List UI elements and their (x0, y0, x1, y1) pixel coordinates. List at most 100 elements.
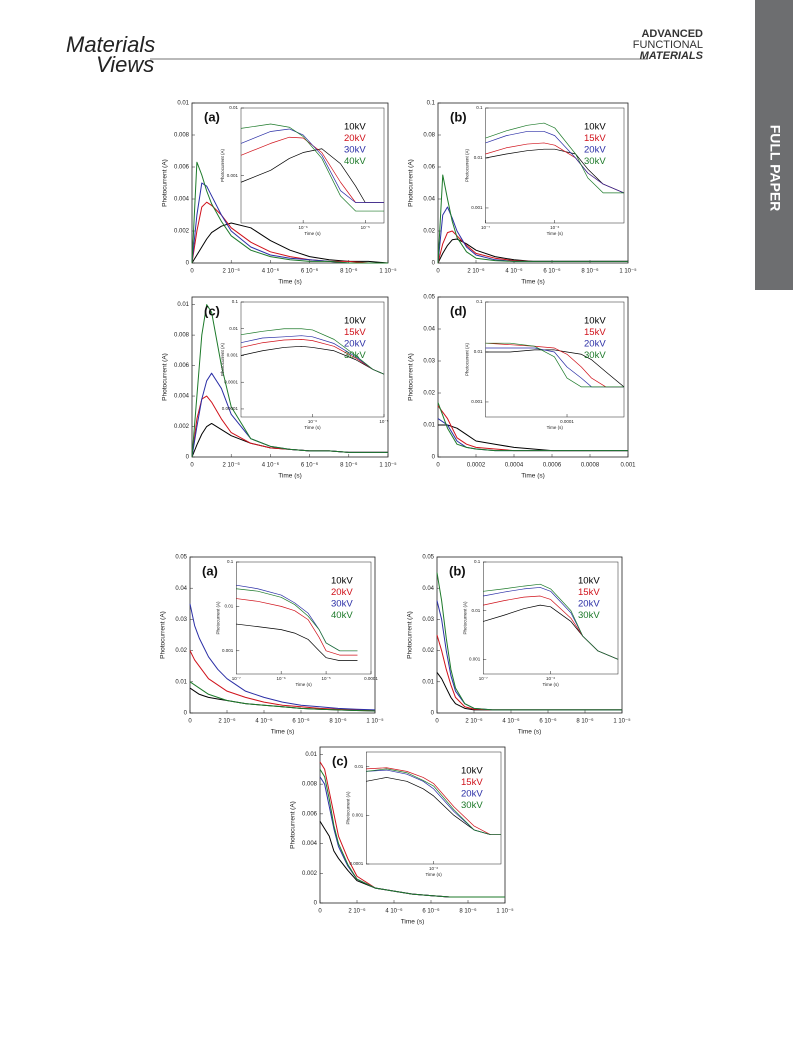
y-tick-label: 0.002 (302, 871, 318, 877)
x-axis-label: Time (s) (295, 682, 312, 687)
y-tick-label: 0.004 (174, 394, 190, 400)
x-tick-label: 0 (436, 463, 440, 469)
logo-left-2: Views (96, 52, 154, 77)
y-tick-label: 0 (186, 261, 190, 267)
x-tick-label: 0.0006 (543, 463, 562, 469)
y-tick-label: 0.04 (423, 197, 435, 203)
y-tick-label: 0.1 (227, 559, 234, 564)
y-tick-label: 0.05 (175, 555, 187, 561)
x-tick-label: 10⁻⁷ (232, 676, 241, 681)
x-tick-label: 8 10⁻⁶ (581, 268, 599, 275)
y-axis-label: Photocurrent (A) (465, 148, 470, 182)
x-axis-label: Time (s) (518, 729, 542, 736)
x-tick-label: 0 (190, 463, 194, 469)
y-tick-label: 0.1 (232, 299, 239, 304)
x-tick-label: 4 10⁻⁶ (502, 718, 520, 725)
y-tick-label: 0.01 (177, 101, 189, 107)
y-tick-label: 0.01 (224, 604, 233, 609)
y-axis-label: Photocurrent (A) (162, 159, 169, 207)
x-tick-label: 4 10⁻⁶ (262, 268, 280, 275)
logo-right-2: FUNCTIONAL (633, 39, 703, 51)
y-tick-label: 0 (184, 711, 188, 717)
y-tick-label: 0.001 (227, 173, 239, 178)
data-line (319, 769, 505, 898)
inset-line (240, 345, 385, 375)
y-axis-label: Photocurrent (A) (160, 611, 167, 659)
x-axis-label: Time (s) (521, 473, 545, 480)
logo-right-1: ADVANCED (641, 28, 703, 40)
y-tick-label: 0.01 (354, 764, 363, 769)
x-tick-label: 10⁻⁷ (479, 676, 488, 681)
side-tab (755, 0, 793, 290)
logo-right-3: MATERIALS (640, 50, 704, 62)
x-tick-label: 4 10⁻⁶ (385, 908, 403, 915)
x-tick-label: 0.0001 (364, 676, 378, 681)
legend-entry: 20kV (584, 145, 606, 156)
inset-line (240, 128, 384, 203)
x-tick-label: 0.0008 (581, 463, 600, 469)
panel-label: (a) (204, 109, 220, 124)
panel-label: (c) (332, 753, 348, 768)
y-tick-label: 0.0001 (349, 861, 363, 866)
y-tick-label: 0.01 (177, 302, 189, 308)
inset-line (485, 148, 625, 194)
legend-entry: 30kV (344, 145, 366, 156)
x-axis-label: Time (s) (547, 425, 564, 430)
inset-line (485, 131, 625, 194)
inset-line (236, 588, 358, 652)
x-axis-label: Time (s) (547, 231, 564, 236)
data-line (437, 174, 628, 264)
inset-line (485, 342, 624, 388)
x-tick-label: 6 10⁻⁶ (301, 268, 319, 275)
legend-entry: 15kV (584, 327, 606, 338)
y-tick-label: 0.01 (423, 423, 435, 429)
panel-label: (d) (450, 303, 467, 318)
inset-line (236, 623, 358, 661)
y-tick-label: 0.01 (422, 679, 434, 685)
y-tick-label: 0.001 (471, 205, 483, 210)
y-axis-label: Photocurrent (A) (290, 801, 297, 849)
legend-entry: 20kV (344, 133, 366, 144)
y-axis-label: Photocurrent (A) (462, 601, 467, 635)
x-axis-label: Time (s) (542, 682, 559, 687)
y-axis-label: Photocurrent (A) (407, 611, 414, 659)
x-tick-label: 6 10⁻⁶ (422, 908, 440, 915)
y-tick-label: 0.00001 (222, 406, 239, 411)
legend-entry: 10kV (584, 316, 606, 327)
y-axis-label: Photocurrent (A) (215, 601, 220, 635)
y-tick-label: 0.1 (476, 299, 483, 304)
legend-entry: 10kV (461, 766, 483, 777)
logo-left-1: Materials (66, 32, 155, 57)
y-tick-label: 0.01 (229, 326, 238, 331)
inset-frame (485, 301, 625, 418)
panel-label: (b) (450, 109, 467, 124)
x-tick-label: 6 10⁻⁶ (543, 268, 561, 275)
x-tick-label: 1 10⁻⁵ (619, 268, 637, 275)
x-tick-label: 0 (435, 719, 439, 725)
x-tick-label: 2 10⁻⁶ (467, 268, 485, 275)
y-tick-label: 0.006 (302, 811, 318, 817)
inset-frame (483, 561, 619, 675)
y-tick-label: 0.001 (227, 353, 239, 358)
x-tick-label: 1 10⁻⁵ (496, 908, 514, 915)
y-tick-label: 0.004 (174, 197, 190, 203)
legend-entry: 15kV (461, 777, 483, 788)
y-tick-label: 0.01 (474, 349, 483, 354)
x-tick-label: 8 10⁻⁶ (340, 268, 358, 275)
y-tick-label: 0.01 (471, 608, 480, 613)
y-axis-label: Photocurrent (A) (408, 353, 415, 401)
y-tick-label: 0.05 (423, 295, 435, 301)
x-tick-label: 8 10⁻⁶ (329, 718, 347, 725)
inset-line (240, 328, 385, 375)
data-line (437, 402, 628, 452)
inset-line (240, 148, 384, 203)
y-tick-label: 0.01 (474, 155, 483, 160)
y-axis-label: Photocurrent (A) (408, 159, 415, 207)
inset-line (240, 339, 385, 375)
x-tick-label: 1 10⁻⁵ (613, 718, 631, 725)
x-tick-label: 10⁻⁶ (429, 866, 438, 871)
y-axis-label: Photocurrent (A) (220, 342, 225, 376)
y-tick-label: 0.06 (423, 165, 435, 171)
y-tick-label: 0.001 (352, 813, 364, 818)
data-line (191, 161, 388, 264)
